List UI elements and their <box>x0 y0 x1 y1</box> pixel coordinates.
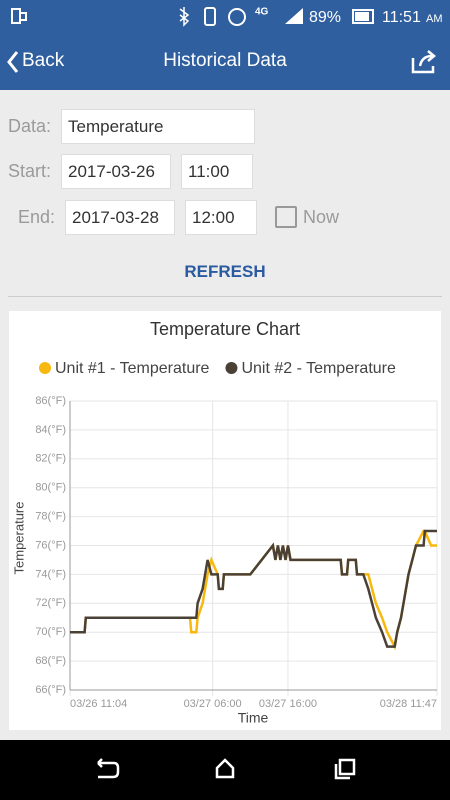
y-tick-label: 80(°F) <box>35 482 66 494</box>
ampm: AM <box>426 13 443 25</box>
battery: 89% <box>309 9 341 26</box>
chart-card <box>9 311 441 730</box>
nav-icons <box>97 758 356 780</box>
header-icons <box>7 50 436 74</box>
now-checkbox[interactable] <box>275 206 297 228</box>
clock: 11:51 <box>382 9 421 26</box>
y-tick-label: 66(°F) <box>35 684 66 696</box>
data-input[interactable]: Temperature <box>61 109 255 144</box>
y-tick-label: 68(°F) <box>35 655 66 667</box>
y-tick-label: 84(°F) <box>35 424 66 436</box>
y-tick-label: 70(°F) <box>35 626 66 638</box>
start-label: Start: <box>8 161 52 181</box>
x-axis-title: Time <box>238 710 269 726</box>
network: 4G <box>255 7 269 18</box>
back-key[interactable] <box>97 758 120 779</box>
start-date[interactable]: 2017-03-26 <box>61 154 171 189</box>
x-tick-label: 03/27 16:00 <box>259 698 317 710</box>
nav-bar <box>0 740 450 800</box>
now-label: Now <box>303 207 340 227</box>
data-label: Data: <box>8 116 52 136</box>
x-tick-label: 03/27 06:00 <box>184 698 242 710</box>
app-bar <box>0 0 450 90</box>
legend-label: Unit #1 - Temperature <box>55 360 210 377</box>
separator <box>8 296 442 297</box>
back-arrow[interactable] <box>7 51 19 73</box>
legend-label: Unit #2 - Temperature <box>241 360 396 377</box>
back-button[interactable]: Back <box>22 50 65 71</box>
end-label: End: <box>18 207 56 227</box>
legend-swatch <box>39 362 51 374</box>
series-line <box>70 529 437 648</box>
refresh-button[interactable]: REFRESH <box>184 262 266 277</box>
x-tick-label: 03/26 11:04 <box>70 698 127 710</box>
status-icons: 4G 89% 11:51 AM <box>11 7 443 27</box>
end-date[interactable]: 2017-03-28 <box>65 200 175 235</box>
y-tick-label: 74(°F) <box>35 568 66 580</box>
chart-title: Temperature Chart <box>150 319 300 339</box>
start-time[interactable]: 11:00 <box>181 154 253 189</box>
end-time[interactable]: 12:00 <box>185 200 257 235</box>
page-title: Historical Data <box>163 50 287 71</box>
chart: Temperature Chart Time Temperature 66(°F… <box>11 319 438 726</box>
home-key[interactable] <box>215 758 235 779</box>
refresh-clip: REFRESH <box>0 258 450 277</box>
legend-swatch <box>225 362 238 374</box>
x-tick-label: 03/28 11:47 <box>380 698 437 710</box>
y-axis-title: Temperature <box>11 502 26 575</box>
y-tick-label: 86(°F) <box>35 395 66 407</box>
y-tick-label: 76(°F) <box>35 539 66 551</box>
y-tick-label: 78(°F) <box>35 511 66 523</box>
y-tick-label: 82(°F) <box>35 453 66 465</box>
share-icon[interactable] <box>411 50 436 74</box>
y-tick-label: 72(°F) <box>35 597 66 609</box>
recents-key[interactable] <box>334 758 356 780</box>
